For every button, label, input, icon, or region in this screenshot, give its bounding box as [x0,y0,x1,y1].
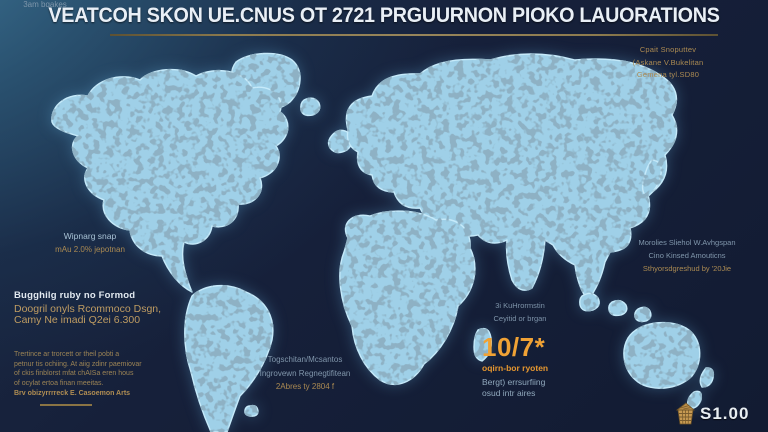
note-line: Morolies Sliehol W.Avhgspan [638,238,736,247]
paragraph-line: of ckis finblorst mfat chAISa eren hous [14,370,134,377]
bottom-left-block: Bugghilg ruby no Formod Doogril onyls Rc… [14,290,224,397]
island-iceland [300,97,321,117]
stat-value: 10/7* [482,332,546,362]
note-line: Cino Kinsed Amouticns [648,251,726,260]
gold-basket-icon [675,402,696,425]
stat-block: 10/7* oqirn-bor ryoten Bergt) errsurfiin… [482,334,632,398]
islands-indonesia [579,292,652,323]
stat-detail-line: osud intr aires [482,387,536,398]
page-title: VEATCOH SKON UE.CNUS OT 2721 PRGUURNON P… [48,4,720,27]
note-left: Wipnarg snap mAu 2.0% jepotnan [15,229,165,257]
block-heading: Bugghilg ruby no Formod [14,290,136,301]
note-right: Morolies Sliehol W.Avhgspan Cino Kinsed … [608,236,766,275]
note-line: Gemena tyl.SD80 [636,70,700,79]
title-underline [110,34,718,36]
note-line: Cpait Snoputtev [639,45,697,54]
block-subline: Camy Ne imadi Q2ei 6.300 [14,313,141,326]
continent-north-america [51,69,289,293]
island-japan [641,159,662,198]
paragraph-line: petnur tis ochiing. At aiig zdinr paemio… [14,360,142,368]
continent-africa [339,210,476,385]
stat-detail-line: Bergt) errsurfiing [482,377,546,387]
island-new-zealand [686,367,715,410]
block-subline: Doogril onyls Rcommoco Dsgn, [14,303,162,315]
note-line: Ingrovewn Regnegtifitean [259,368,351,378]
island-madagascar [473,327,492,362]
note-line: 3i KuHrormstin [495,301,545,310]
footer-badge: S1.00 [674,401,749,426]
note-line: Wipnarg snap [63,231,117,241]
bottom-left-underline [40,404,92,406]
stat-caption: oqirn-bor ryoten [482,363,549,373]
note-center-bottom: Togschitan/Mcsantos Ingrovewn Regnegtifi… [230,353,380,394]
note-line: Sthyorsdgreshud by '20Jie [642,264,732,273]
note-line: Ceyitid or brgan [493,313,547,323]
paragraph-line: Trertince ar trorcett or theil pobti a [14,351,120,358]
continent-australia [623,321,701,389]
continent-south-america [184,285,274,432]
paragraph-line: of ocylat ertoa finan meeitas. [14,379,104,387]
note-line: 2Abres ty 2804 f [275,382,335,391]
island-falkland [244,404,259,417]
island-uk [327,129,353,154]
badge-label: S1.00 [700,403,750,423]
note-line: Togschitan/Mcsantos [267,355,343,364]
note-indian-ocean: 3i KuHrormstin Ceyitid or brgan [455,300,585,325]
ocean-label-atlantic: 3am bqakes [23,0,67,9]
note-line: mAu 2.0% jepotnan [55,245,125,254]
note-line: (Askane V.Bukelitan [632,57,704,67]
credit-line: Brv obizyrrrreck E. Casoemon Arts [14,390,131,397]
note-top-right: Cpait Snoputtev (Askane V.Bukelitan Geme… [590,44,746,82]
